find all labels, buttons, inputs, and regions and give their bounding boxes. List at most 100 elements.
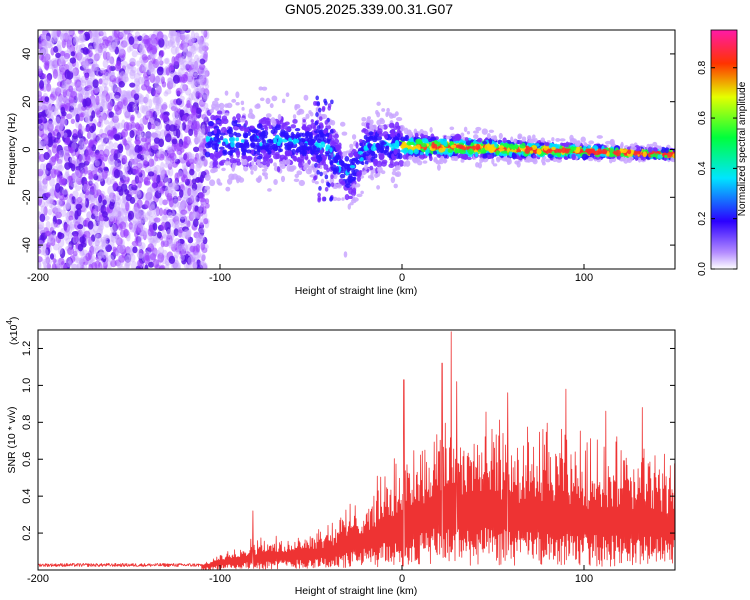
spectrogram-noise-point [152,96,160,106]
spectrogram-noise-point [44,62,50,71]
spectrogram-signal-point [376,101,381,106]
spectrogram-noise-point [134,236,139,244]
spectrogram-signal-point [423,134,429,139]
spectrogram-signal-point [215,147,219,153]
spectrogram-noise-point [117,122,123,130]
spectrogram-signal-point [551,137,555,142]
spectrogram-signal-point [652,147,658,152]
spectrogram-signal-point [609,148,615,153]
spectrogram-noise-point [195,158,203,169]
spectrogram-signal-point [457,144,464,149]
spectrogram-noise-point [79,236,86,244]
spectrogram-noise-point [59,66,67,72]
spectrogram-signal-point [313,175,318,180]
spectrogram-signal-point [272,143,276,150]
spectrogram-signal-point [551,146,556,151]
spectrogram-noise-point [146,187,153,197]
spectrogram-noise-point [91,110,96,119]
spectrogram-noise-point [165,234,170,243]
spectrogram-noise-point [40,205,46,214]
spectrogram-signal-point [518,140,523,145]
spectrogram-noise-point [160,76,165,85]
spectrogram-noise-point [136,153,142,160]
spectrogram-signal-point [552,158,557,162]
spectrogram-signal-point [280,131,286,135]
spectrogram-noise-point [154,95,160,104]
spectrogram-signal-point [204,174,211,181]
spectrogram-signal-point [284,159,291,166]
spectrogram-noise-point [100,178,106,187]
spectrogram-noise-point [84,189,90,196]
spectrogram-signal-point [466,130,471,135]
spectrogram-signal-point [447,148,453,153]
spectrogram-noise-point [84,113,90,123]
spectrogram-signal-point [565,141,570,148]
spectrogram-signal-point [271,120,277,127]
spectrogram-signal-point [325,132,330,138]
spectrogram-noise-point [38,146,45,152]
spectrogram-signal-point [292,114,297,119]
spectrogram-signal-point [263,151,268,158]
spectrogram-noise-point [153,137,161,144]
spectrogram-signal-point [301,145,307,149]
spectrogram-noise-point [156,66,164,76]
spectrogram-noise-point [136,60,141,67]
spectrogram-noise-point [43,201,49,208]
spectrogram-signal-point [291,133,296,138]
spectrogram-noise-point [194,136,199,145]
spectrogram-noise-point [196,79,203,85]
spectrogram-noise-point [175,46,180,55]
spectrogram-y-tick-label: -40 [21,237,33,253]
spectrogram-noise-point [53,243,60,251]
spectrogram-signal-point [317,107,322,113]
spectrogram-noise-point [51,262,57,269]
spectrogram-noise-point [179,189,184,198]
spectrogram-noise-point [139,242,146,250]
spectrogram-noise-point [168,239,173,249]
spectrogram-signal-point [286,150,293,157]
spectrogram-signal-point [604,140,612,145]
spectrogram-signal-point [238,177,245,183]
spectrogram-signal-point [271,95,278,102]
spectrogram-noise-point [193,136,201,144]
spectrogram-signal-point [348,173,353,178]
spectrogram-signal-point [531,134,536,140]
spectrogram-noise-point [52,258,57,264]
spectrogram-signal-point [463,126,468,132]
spectrogram-signal-point [349,202,354,206]
spectrogram-noise-point [93,210,99,217]
spectrogram-signal-point [517,134,522,140]
spectrogram-noise-point [113,95,120,101]
spectrogram-signal-point [596,135,603,139]
spectrogram-signal-point [228,126,233,132]
spectrogram-noise-point [47,208,53,216]
spectrogram-noise-point [69,224,76,231]
spectrogram-signal-point [229,151,233,156]
spectrogram-noise-point [131,224,137,233]
spectrogram-noise-point [60,59,66,67]
spectrogram-signal-point [290,165,297,171]
spectrogram-signal-point [396,133,401,138]
spectrogram-noise-point [83,138,89,145]
spectrogram-signal-point [299,137,305,142]
spectrogram-signal-point [422,160,428,164]
spectrogram-signal-point [276,142,281,146]
spectrogram-noise-point [198,227,206,234]
spectrogram-noise-point [199,197,206,203]
spectrogram-signal-point [243,141,250,145]
spectrogram-signal-point [344,155,350,162]
spectrogram-signal-point [571,138,577,142]
spectrogram-noise-point [188,44,196,53]
spectrogram-noise-point [68,215,74,221]
spectrogram-signal-point [251,160,255,166]
spectrogram-noise-point [74,210,79,220]
spectrogram-signal-point [450,155,456,161]
spectrogram-signal-point [321,107,326,112]
spectrogram-noise-point [139,44,145,55]
spectrogram-signal-point [235,113,241,120]
spectrogram-noise-point [155,75,161,84]
spectrogram-signal-point [355,142,359,149]
spectrogram-noise-point [83,111,89,118]
spectrogram-signal-point [270,129,276,135]
spectrogram-noise-point [38,104,42,110]
